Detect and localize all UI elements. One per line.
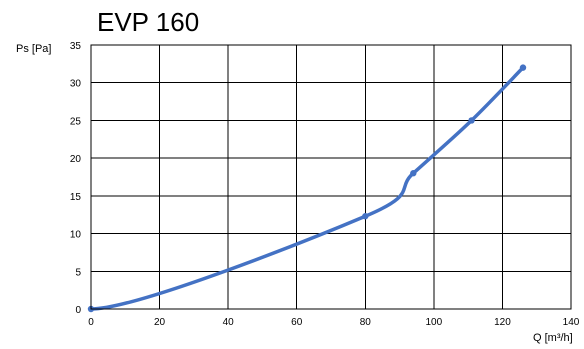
x-tick-label: 80: [360, 317, 372, 328]
data-point: [468, 117, 475, 124]
x-axis-label: Q [m³/h]: [533, 332, 573, 344]
data-point: [410, 170, 417, 177]
series-line: [89, 65, 525, 311]
y-tick-label: 5: [75, 267, 81, 278]
y-tick-label: 10: [70, 230, 82, 241]
plot-border: [90, 44, 572, 310]
x-tick-label: 0: [88, 317, 94, 328]
y-axis-label: Ps [Pa]: [16, 43, 51, 55]
y-tick-label: 35: [70, 41, 82, 52]
grid: [90, 44, 572, 310]
y-tick-label: 0: [75, 305, 81, 316]
series-layer: [87, 64, 527, 313]
x-tick-label: 140: [563, 317, 580, 328]
chart-title: EVP 160: [97, 7, 199, 37]
y-tick-label: 30: [70, 79, 82, 90]
data-point: [362, 213, 369, 220]
y-tick-label: 20: [70, 154, 82, 165]
x-tick-label: 120: [494, 317, 511, 328]
tick-labels: 0 20 40 60 80 100 120 140 0 5 10 15 20 25 30 35: [70, 41, 580, 328]
y-tick-label: 15: [70, 192, 82, 203]
x-tick-label: 60: [291, 317, 303, 328]
x-tick-label: 40: [223, 317, 235, 328]
y-tick-label: 25: [70, 116, 82, 127]
x-tick-label: 100: [426, 317, 443, 328]
x-tick-label: 20: [154, 317, 166, 328]
data-point: [519, 64, 527, 71]
